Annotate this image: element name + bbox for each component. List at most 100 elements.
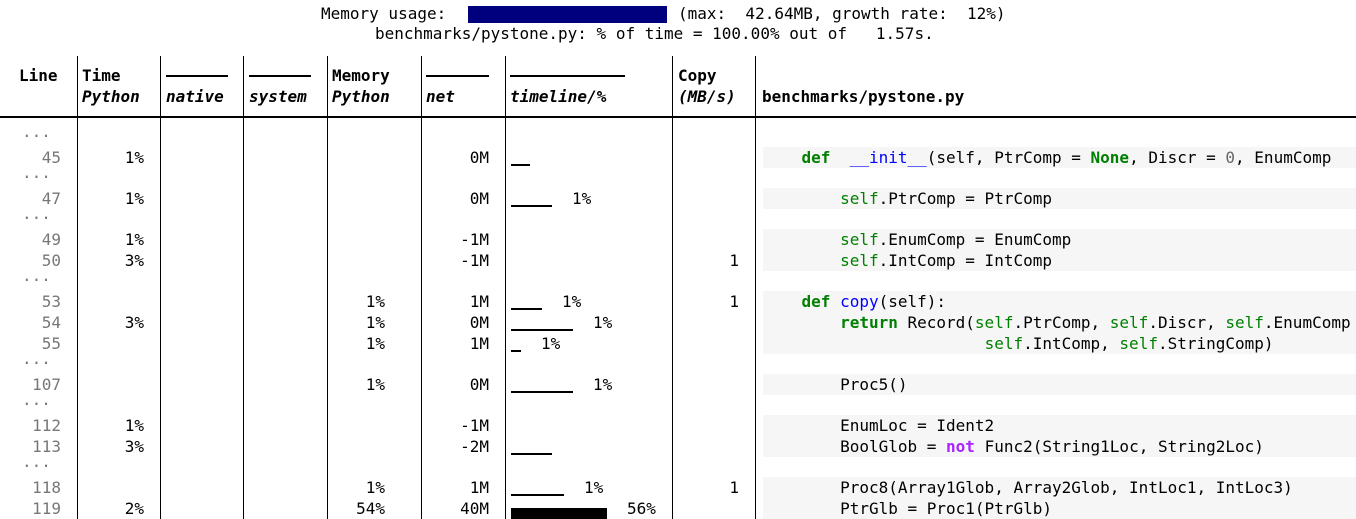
column-copy-unit[interactable]: (MB/s) (678, 87, 736, 106)
code-line[interactable]: self.EnumComp = EnumComp (763, 229, 1356, 250)
timeline-bar (511, 350, 521, 352)
column-system[interactable]: system (249, 87, 307, 106)
code-text: Proc5() (763, 374, 907, 395)
column-system-rule (249, 75, 311, 77)
line-number[interactable]: 45 (41, 148, 61, 167)
code-line[interactable]: self.IntComp = IntComp (763, 250, 1356, 271)
line-number[interactable]: 55 (41, 334, 61, 353)
net-cell: 40M (460, 499, 489, 518)
code-line[interactable]: def copy(self): (763, 291, 1356, 312)
timeline-percent: 1% (541, 334, 561, 353)
code-line[interactable]: self.PtrComp = PtrComp (763, 188, 1356, 209)
code-token-sl: self (840, 230, 879, 249)
code-line[interactable]: def __init__(self, PtrComp = None, Discr… (763, 147, 1356, 168)
time-python-cell: 1% (124, 189, 144, 208)
column-copy[interactable]: Copy (678, 66, 717, 85)
timeline-bar (511, 329, 573, 331)
code-token: .StringComp) (1157, 334, 1274, 353)
code-token: Record( (897, 313, 975, 332)
timeline-percent: 56% (627, 499, 656, 518)
code-line[interactable]: return Record(self.PtrComp, self.Discr, … (763, 312, 1356, 333)
code-token: Func2(String1Loc, String2Loc) (974, 437, 1264, 456)
column-time[interactable]: Time (82, 65, 121, 86)
column-net[interactable]: net (426, 87, 455, 106)
code-token: .PtrComp = PtrComp (878, 189, 1052, 208)
timeline-bar (511, 391, 573, 393)
column-native[interactable]: native (166, 87, 224, 106)
line-number[interactable]: 53 (41, 292, 61, 311)
line-number[interactable]: 49 (41, 230, 61, 249)
line-number[interactable]: 119 (32, 499, 61, 518)
code-text: def __init__(self, PtrComp = None, Discr… (763, 147, 1332, 168)
net-cell: 1M (469, 334, 489, 353)
column-line[interactable]: Line (19, 66, 58, 85)
time-python-cell: 3% (124, 437, 144, 456)
net-cell: -1M (460, 230, 489, 249)
code-line[interactable]: self.IntComp, self.StringComp) (763, 333, 1356, 354)
code-text: Proc8(Array1Glob, Array2Glob, IntLoc1, I… (763, 477, 1293, 498)
copy-cell: 1 (729, 251, 739, 270)
time-python-cell (80, 291, 144, 312)
code-token-kw: def (801, 148, 831, 167)
memory-python-cell: 54% (356, 499, 385, 518)
copy-cell (676, 415, 739, 436)
code-token: , Discr = (1129, 148, 1226, 167)
col-separator (421, 56, 422, 519)
ellipsis-marker: ... (22, 122, 51, 141)
column-time-python[interactable]: Python (82, 87, 140, 106)
code-token (830, 292, 840, 311)
code-token-num: 0 (1225, 148, 1236, 167)
memory-python-cell: 1% (365, 375, 385, 394)
column-memory[interactable]: Memory (332, 66, 390, 85)
code-token-kw2: not (946, 437, 975, 456)
code-token: PtrGlb = Proc1(PtrGlb) (840, 499, 1052, 518)
timeline-percent: 1% (572, 189, 592, 208)
memory-usage-bar (468, 6, 667, 23)
memory-stats: (max: 42.64MB, growth rate: 12%) (678, 4, 1006, 23)
line-number[interactable]: 107 (32, 375, 61, 394)
code-token (830, 148, 849, 167)
line-number[interactable]: 118 (32, 478, 61, 497)
line-number[interactable]: 112 (32, 416, 61, 435)
column-net-rule (426, 75, 489, 77)
column-memory-python[interactable]: Python (332, 87, 390, 106)
code-line[interactable]: Proc5() (763, 374, 1356, 395)
memory-summary: Memory usage: (max: 42.64MB, growth rate… (0, 4, 1356, 64)
time-python-cell (80, 333, 144, 354)
col-separator (77, 56, 78, 519)
code-token: Proc8(Array1Glob, Array2Glob, IntLoc1, I… (840, 478, 1293, 497)
code-token: .EnumComp (1263, 313, 1351, 332)
code-token-sl: self (1119, 334, 1158, 353)
col-separator (160, 56, 161, 519)
line-number[interactable]: 113 (32, 437, 61, 456)
code-line[interactable]: PtrGlb = Proc1(PtrGlb) (763, 498, 1356, 519)
memory-python-cell (330, 188, 385, 209)
code-text: EnumLoc = Ident2 (763, 415, 994, 436)
memory-python-cell (330, 229, 385, 250)
code-line[interactable]: EnumLoc = Ident2 (763, 415, 1356, 436)
memory-python-cell (330, 147, 385, 168)
copy-cell: 1 (729, 292, 739, 311)
col-separator (327, 56, 328, 519)
time-python-cell (80, 374, 144, 395)
code-token-sl: self (840, 189, 879, 208)
net-cell: 1M (469, 478, 489, 497)
copy-cell (676, 312, 739, 333)
column-native-rule (166, 75, 228, 77)
column-timeline[interactable]: timeline/% (510, 87, 607, 106)
col-separator (505, 56, 506, 519)
net-cell: 0M (469, 313, 489, 332)
col-separator (243, 56, 244, 519)
line-number[interactable]: 50 (41, 251, 61, 270)
code-text: self.EnumComp = EnumComp (763, 229, 1071, 250)
code-token-fn: __init__ (849, 148, 927, 167)
column-file[interactable]: benchmarks/pystone.py (762, 87, 965, 106)
line-number[interactable]: 54 (41, 313, 61, 332)
code-text: return Record(self.PtrComp, self.Discr, … (763, 312, 1351, 333)
code-line[interactable]: BoolGlob = not Func2(String1Loc, String2… (763, 436, 1356, 457)
timeline-percent: 1% (562, 292, 582, 311)
timeline-percent: 1% (584, 478, 604, 497)
code-line[interactable]: Proc8(Array1Glob, Array2Glob, IntLoc1, I… (763, 477, 1356, 498)
code-text: self.IntComp = IntComp (763, 250, 1052, 271)
line-number[interactable]: 47 (41, 189, 61, 208)
